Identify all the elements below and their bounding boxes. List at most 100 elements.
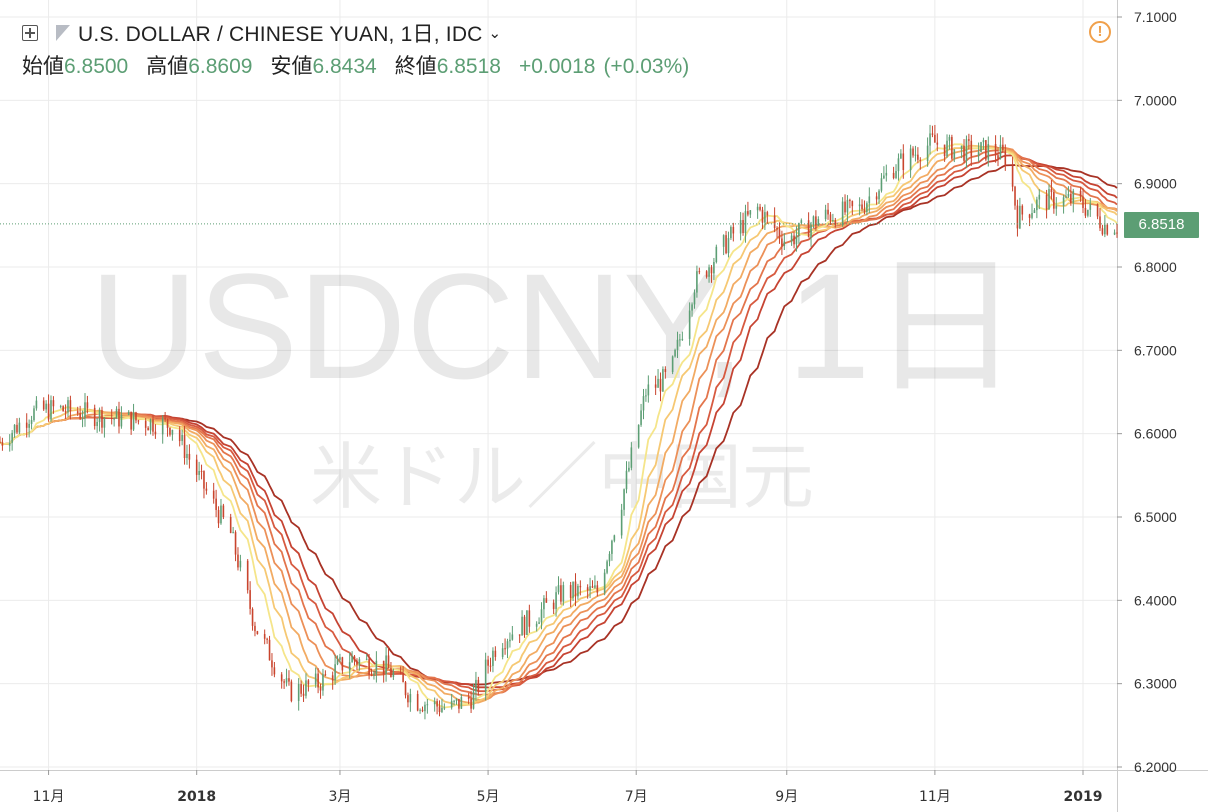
candle-body <box>375 660 378 674</box>
open-label: 始値 <box>22 55 64 78</box>
close-label: 終値 <box>394 55 437 78</box>
candle-body <box>628 467 630 471</box>
candle-body <box>1087 209 1089 216</box>
candle-body <box>424 704 426 712</box>
expand-icon[interactable] <box>22 25 38 41</box>
candle-body <box>798 222 800 236</box>
candle-body <box>314 673 317 685</box>
candle-body <box>341 657 344 671</box>
candle-body <box>705 271 708 277</box>
candle-body <box>1050 189 1053 193</box>
candle-body <box>742 220 744 234</box>
candle-body <box>404 682 407 696</box>
candle-body <box>674 350 676 357</box>
candle-body <box>766 212 769 216</box>
candle-body <box>288 678 290 682</box>
candle-body <box>263 634 266 639</box>
candle-body <box>815 216 817 226</box>
candle-body <box>997 155 999 159</box>
candle-body <box>365 658 368 660</box>
candle-body <box>1106 224 1109 235</box>
x-tick-label: 5月 <box>477 789 500 805</box>
candle-body <box>861 204 863 210</box>
candle-body <box>356 660 358 665</box>
symbol-title[interactable]: U.S. DOLLAR / CHINESE YUAN, 1日, IDC <box>78 23 483 46</box>
candle-body <box>300 683 302 694</box>
chevron-down-icon[interactable]: ⌄ <box>488 25 502 42</box>
candle-body <box>237 554 239 568</box>
candle-body <box>980 142 982 153</box>
candle-body <box>868 196 871 204</box>
candle-body <box>195 459 198 475</box>
candle-body <box>1053 192 1055 209</box>
candle-body <box>623 489 625 510</box>
candle-body <box>708 267 710 277</box>
candle-body <box>222 505 225 518</box>
candle-body <box>965 139 968 161</box>
candle-body <box>266 638 268 640</box>
candle-body <box>220 505 222 524</box>
candle-body <box>1089 204 1092 210</box>
ma-ribbon-line <box>0 146 1118 701</box>
candle-body <box>596 585 599 593</box>
candle-body <box>926 145 929 162</box>
candle-body <box>987 144 990 160</box>
candle-body <box>353 656 356 661</box>
candle-body <box>35 400 38 409</box>
candle-body <box>783 241 786 246</box>
candle-body <box>45 403 47 410</box>
candle-body <box>120 414 123 427</box>
candle-body <box>455 698 458 701</box>
candle-body <box>900 153 902 159</box>
candle-body <box>756 206 759 211</box>
candle-body <box>324 674 327 676</box>
candle-body <box>1113 232 1116 235</box>
candle-body <box>545 598 548 603</box>
candle-body <box>829 214 832 222</box>
candle-body <box>334 664 336 681</box>
alert-icon[interactable]: ! <box>1089 21 1111 43</box>
candle-body <box>691 304 693 311</box>
candle-body <box>385 655 387 675</box>
candle-body <box>778 229 781 239</box>
candle-body <box>902 153 905 171</box>
candle-body <box>11 432 13 443</box>
candle-body <box>999 144 1002 159</box>
candle-body <box>732 226 735 234</box>
candle-body <box>487 659 489 666</box>
candle-body <box>1038 194 1041 200</box>
y-tick-label: 7.1000 <box>1134 9 1177 25</box>
candle-body <box>994 144 997 156</box>
candle-body <box>251 608 254 626</box>
ma-ribbon-line <box>0 148 1118 696</box>
candle-body <box>161 418 164 435</box>
candle-body <box>76 411 79 414</box>
candle-body <box>419 709 421 711</box>
candle-body <box>812 216 815 225</box>
candle-body <box>232 532 234 534</box>
candle-body <box>662 369 664 392</box>
open-value: 6.8500 <box>64 55 129 78</box>
candle-body <box>113 418 115 420</box>
price-axis[interactable]: 7.1000 7.0000 6.9000 6.8000 6.7000 6.6000 6.50… <box>1117 9 1177 775</box>
candle-body <box>297 683 300 701</box>
candle-body <box>144 420 147 428</box>
candle-body <box>528 610 531 627</box>
candle-body <box>186 453 188 459</box>
candle-body <box>215 498 217 510</box>
candle-body <box>696 271 698 293</box>
candle-body <box>849 199 851 202</box>
ma-ribbon-line <box>0 154 1118 689</box>
time-axis[interactable]: 11月 2018 3月 5月 7月 9月 11月 2019 <box>33 770 1103 805</box>
candle-body <box>62 406 64 412</box>
candle-body <box>1002 144 1004 151</box>
candle-body <box>1055 205 1058 209</box>
candle-body <box>96 421 98 427</box>
candle-body <box>59 406 62 408</box>
candle-body <box>25 422 28 428</box>
candle-body <box>472 691 475 709</box>
candle-body <box>968 139 970 141</box>
candle-body <box>1019 205 1021 229</box>
